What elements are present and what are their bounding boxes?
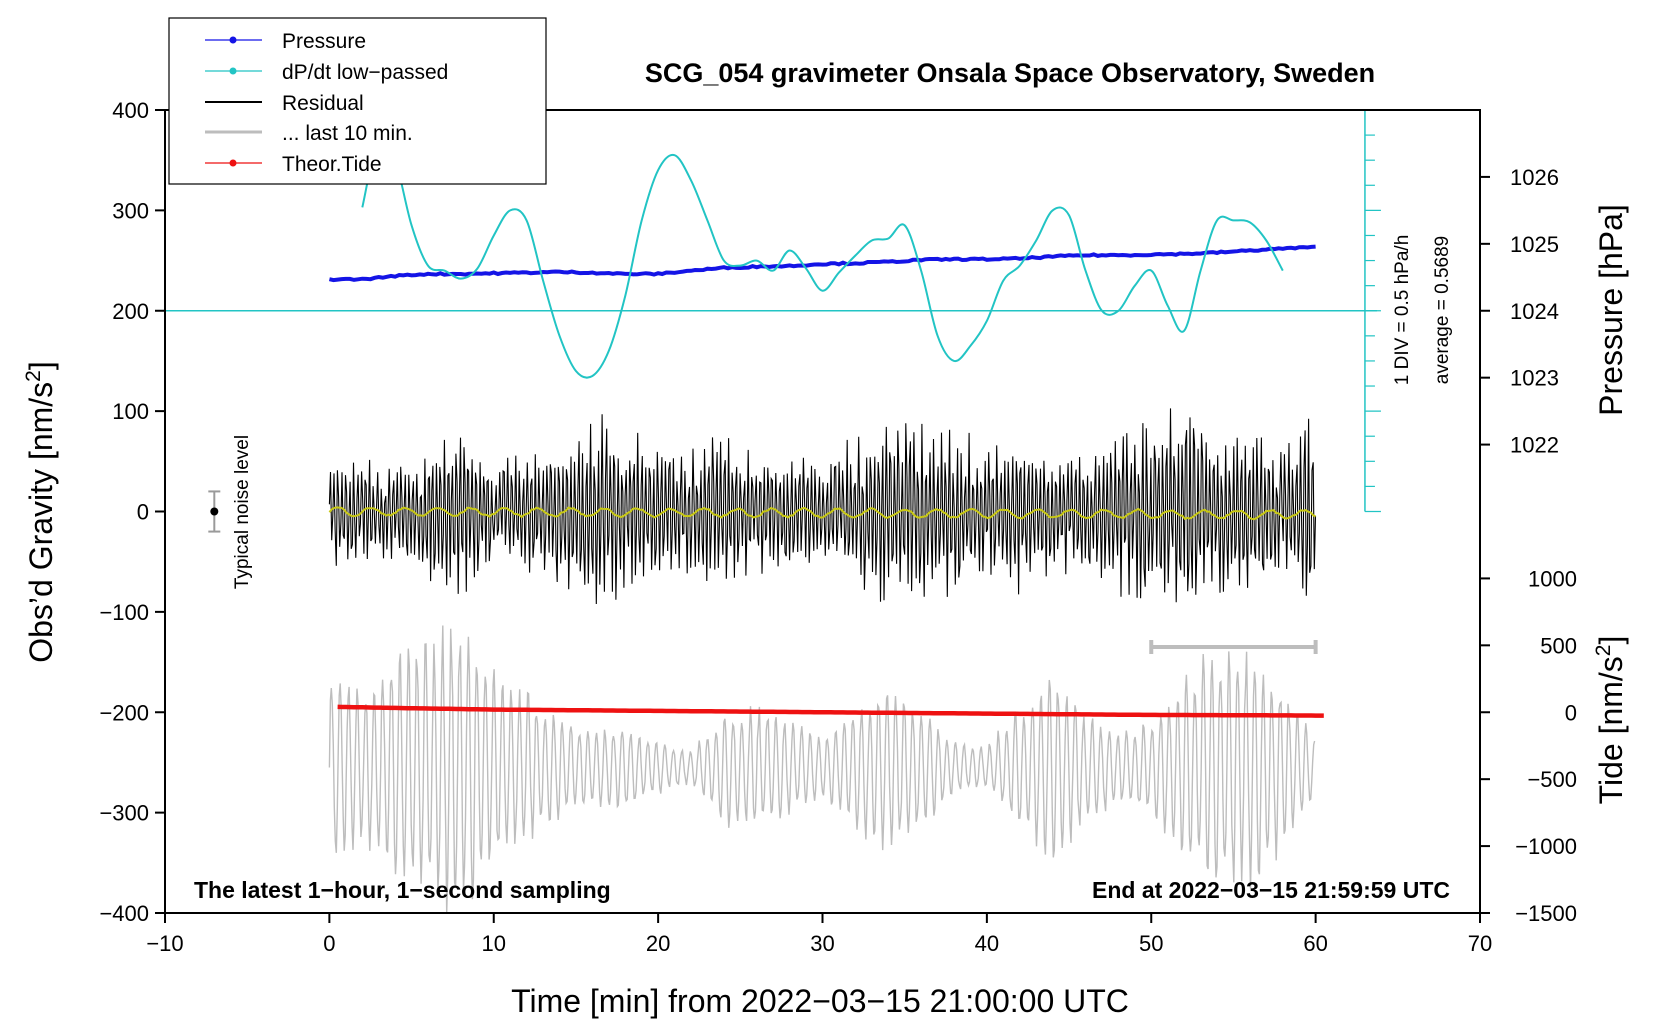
y-tick-label: −200: [99, 700, 149, 725]
legend-label-last10: ... last 10 min.: [282, 122, 413, 145]
tide-tick-label: −500: [1527, 767, 1577, 792]
x-tick-label: 10: [482, 931, 506, 956]
dpdt-series-line: [361, 136, 1284, 379]
noise-level-label: Typical noise level: [232, 435, 253, 589]
x-axis-title: Time [min] from 2022−03−15 21:00:00 UTC: [511, 983, 1129, 1019]
tide-tick-label: 500: [1540, 633, 1577, 658]
y-axis-title-tide-sup: 2: [1592, 645, 1615, 657]
y-tick-label: 200: [112, 299, 149, 324]
dpdt-average-label: average = 0.5689: [1432, 236, 1453, 384]
y-tick-label: −100: [99, 600, 149, 625]
dpdt-division-label: 1 DIV = 0.5 hPa/h: [1392, 235, 1413, 386]
legend-label-tide: Theor.Tide: [282, 153, 382, 176]
residual-series-line: [328, 408, 1317, 605]
pressure-tick-label: 1024: [1510, 299, 1559, 324]
tide-tick-label: 1000: [1528, 566, 1577, 591]
legend: Pressure dP/dt low−passed Residual ... l…: [168, 17, 547, 185]
y-tick-label: −300: [99, 801, 149, 826]
tide-tick-label: 0: [1565, 700, 1577, 725]
pressure-tick-label: 1023: [1510, 366, 1559, 391]
y-tick-label: 300: [112, 198, 149, 223]
y-axis-title-left-sup: 2: [22, 370, 45, 382]
legend-marker-dpdt: [229, 67, 237, 75]
y-tick-label: 0: [137, 500, 149, 525]
last10-series-line: [328, 625, 1316, 913]
y-axis-title-pressure: Pressure [hPa]: [1593, 204, 1629, 416]
tide-tick-label: −1500: [1515, 901, 1577, 926]
x-tick-label: 30: [810, 931, 834, 956]
y-axis-title-tide-main: Tide [nm/s: [1593, 656, 1629, 804]
y-axis-title-left-end: ]: [23, 361, 59, 370]
y-axis-title-left: Obs’d Gravity [nm/s2]: [22, 361, 59, 663]
y-axis-title-tide: Tide [nm/s2]: [1592, 636, 1629, 805]
y-tick-label: 400: [112, 98, 149, 123]
chart-title: SCG_054 gravimeter Onsala Space Observat…: [645, 58, 1375, 88]
pressure-tick-label: 1026: [1510, 165, 1559, 190]
axes-layer: −10 0 10 20 30 40 50 60 70−400−300−200−100010020…: [99, 98, 1577, 956]
pressure-series-line: [328, 244, 1316, 283]
y-tick-label: 100: [112, 399, 149, 424]
x-tick-label: 50: [1139, 931, 1163, 956]
tide-series-line: [337, 704, 1324, 718]
x-tick-label: 40: [975, 931, 999, 956]
data-layer: [165, 109, 1381, 913]
pressure-tick-label: 1022: [1510, 433, 1559, 458]
x-tick-label: 0: [323, 931, 335, 956]
y-tick-label: −400: [99, 901, 149, 926]
x-tick-label: 60: [1303, 931, 1327, 956]
annotation-sampling: The latest 1−hour, 1−second sampling: [194, 877, 611, 903]
pressure-tick-label: 1025: [1510, 232, 1559, 257]
residual-mean-line: [328, 506, 1317, 521]
legend-label-dpdt: dP/dt low−passed: [282, 61, 448, 84]
noise-center-dot: [210, 507, 219, 516]
y-axis-title-tide-end: ]: [1593, 636, 1629, 645]
legend-marker-tide: [229, 159, 237, 167]
tide-tick-label: −1000: [1515, 834, 1577, 859]
x-tick-label: 20: [646, 931, 670, 956]
legend-marker-pressure: [229, 36, 237, 44]
x-tick-label: −10: [146, 931, 183, 956]
y-axis-title-left-main: Obs’d Gravity [nm/s: [23, 382, 59, 663]
annotation-end-time: End at 2022−03−15 21:59:59 UTC: [1092, 877, 1450, 903]
legend-label-residual: Residual: [282, 92, 364, 115]
x-tick-label: 70: [1468, 931, 1492, 956]
legend-label-pressure: Pressure: [282, 30, 366, 53]
